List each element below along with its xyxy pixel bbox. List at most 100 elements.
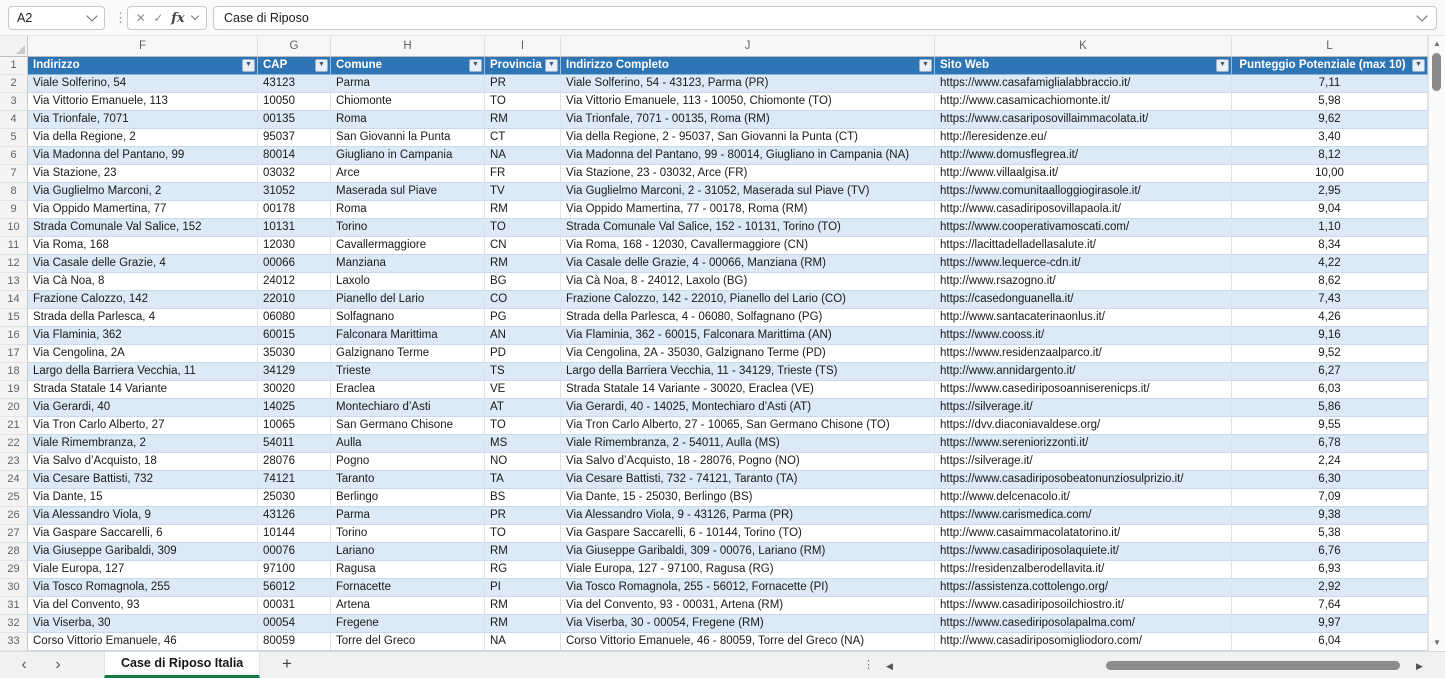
row-header[interactable]: 33 <box>0 633 28 651</box>
row-header[interactable]: 12 <box>0 255 28 273</box>
cell[interactable]: TA <box>485 471 561 489</box>
cell[interactable]: PR <box>485 507 561 525</box>
fx-chevron-down-icon[interactable] <box>191 11 200 21</box>
cell[interactable]: NA <box>485 633 561 651</box>
cell[interactable]: Via Roma, 168 - 12030, Cavallermaggiore … <box>561 237 935 255</box>
row-header[interactable]: 7 <box>0 165 28 183</box>
cell[interactable]: Via Alessandro Viola, 9 - 43126, Parma (… <box>561 507 935 525</box>
enter-icon[interactable]: ✓ <box>153 11 164 25</box>
cell[interactable]: 2,92 <box>1232 579 1428 597</box>
cell[interactable]: AN <box>485 327 561 345</box>
cell[interactable]: 31052 <box>258 183 331 201</box>
cell[interactable]: 80059 <box>258 633 331 651</box>
cell[interactable]: RM <box>485 615 561 633</box>
cell[interactable]: https://casedonguanella.it/ <box>935 291 1232 309</box>
cell[interactable]: Via Stazione, 23 <box>28 165 258 183</box>
formula-bar-expand-icon[interactable] <box>1416 10 1428 22</box>
cell[interactable]: Manziana <box>331 255 485 273</box>
cell[interactable]: Via Tosco Romagnola, 255 <box>28 579 258 597</box>
cell[interactable]: San Germano Chisone <box>331 417 485 435</box>
cell[interactable]: 5,98 <box>1232 93 1428 111</box>
cell[interactable]: https://assistenza.cottolengo.org/ <box>935 579 1232 597</box>
cell[interactable]: BS <box>485 489 561 507</box>
cell[interactable]: http://www.casaimmacolatatorino.it/ <box>935 525 1232 543</box>
cell[interactable]: Parma <box>331 75 485 93</box>
row-header[interactable]: 9 <box>0 201 28 219</box>
cell[interactable]: Via Cesare Battisti, 732 <box>28 471 258 489</box>
cell[interactable]: Artena <box>331 597 485 615</box>
cell[interactable]: 6,30 <box>1232 471 1428 489</box>
cell[interactable]: Lariano <box>331 543 485 561</box>
cell[interactable]: Via Cà Noa, 8 - 24012, Laxolo (BG) <box>561 273 935 291</box>
cell[interactable]: Roma <box>331 111 485 129</box>
cell[interactable]: 5,86 <box>1232 399 1428 417</box>
cell[interactable]: 6,78 <box>1232 435 1428 453</box>
cell[interactable]: 95037 <box>258 129 331 147</box>
cell[interactable]: 9,16 <box>1232 327 1428 345</box>
cell[interactable]: Via Guglielmo Marconi, 2 - 31052, Masera… <box>561 183 935 201</box>
cell[interactable]: 43126 <box>258 507 331 525</box>
cell[interactable]: 7,09 <box>1232 489 1428 507</box>
cell[interactable]: Chiomonte <box>331 93 485 111</box>
add-sheet-button[interactable]: + <box>282 654 292 673</box>
cell[interactable]: 00066 <box>258 255 331 273</box>
cell[interactable]: Via del Convento, 93 <box>28 597 258 615</box>
cell[interactable]: Via Cesare Battisti, 732 - 74121, Tarant… <box>561 471 935 489</box>
cell[interactable]: Montechiaro d’Asti <box>331 399 485 417</box>
row-header[interactable]: 14 <box>0 291 28 309</box>
row-header[interactable]: 29 <box>0 561 28 579</box>
cell[interactable]: Via Alessandro Viola, 9 <box>28 507 258 525</box>
cell[interactable]: 80014 <box>258 147 331 165</box>
cell[interactable]: Via Salvo d’Acquisto, 18 - 28076, Pogno … <box>561 453 935 471</box>
horizontal-scroll-thumb[interactable] <box>1106 661 1400 670</box>
cell[interactable]: 10,00 <box>1232 165 1428 183</box>
cell[interactable]: 9,97 <box>1232 615 1428 633</box>
fx-icon[interactable]: fx <box>171 10 185 26</box>
cell[interactable]: Viale Europa, 127 <box>28 561 258 579</box>
cell[interactable]: 6,04 <box>1232 633 1428 651</box>
cell[interactable]: 00076 <box>258 543 331 561</box>
cell[interactable]: 30020 <box>258 381 331 399</box>
cell[interactable]: 25030 <box>258 489 331 507</box>
prev-sheet-icon[interactable]: ‹ <box>21 656 27 673</box>
cell[interactable]: Via Madonna del Pantano, 99 <box>28 147 258 165</box>
cell[interactable]: PR <box>485 75 561 93</box>
cell[interactable]: Via Gerardi, 40 - 14025, Montechiaro d’A… <box>561 399 935 417</box>
cell[interactable]: 4,26 <box>1232 309 1428 327</box>
row-header[interactable]: 25 <box>0 489 28 507</box>
cell[interactable]: Trieste <box>331 363 485 381</box>
cell[interactable]: Ragusa <box>331 561 485 579</box>
filter-dropdown-icon[interactable]: ▼ <box>1412 59 1425 72</box>
cell[interactable]: TO <box>485 219 561 237</box>
cell[interactable]: 6,27 <box>1232 363 1428 381</box>
cell[interactable]: Via Roma, 168 <box>28 237 258 255</box>
row-header[interactable]: 23 <box>0 453 28 471</box>
cell[interactable]: https://dvv.diaconiavaldese.org/ <box>935 417 1232 435</box>
scroll-up-icon[interactable]: ▲ <box>1433 39 1441 48</box>
cell[interactable]: Strada Comunale Val Salice, 152 - 10131,… <box>561 219 935 237</box>
cell[interactable]: 3,40 <box>1232 129 1428 147</box>
cell[interactable]: http://www.santacaterinaonlus.it/ <box>935 309 1232 327</box>
cell[interactable]: CT <box>485 129 561 147</box>
row-header[interactable]: 8 <box>0 183 28 201</box>
row-header[interactable]: 11 <box>0 237 28 255</box>
cell[interactable]: PI <box>485 579 561 597</box>
cell[interactable]: PG <box>485 309 561 327</box>
cell[interactable]: Taranto <box>331 471 485 489</box>
filter-dropdown-icon[interactable]: ▼ <box>315 59 328 72</box>
cell[interactable]: Via della Regione, 2 <box>28 129 258 147</box>
cell[interactable]: http://www.villaalgisa.it/ <box>935 165 1232 183</box>
cell[interactable]: Frazione Calozzo, 142 <box>28 291 258 309</box>
cell[interactable]: 2,24 <box>1232 453 1428 471</box>
name-box[interactable]: A2 <box>8 6 105 30</box>
cell[interactable]: Via Cengolina, 2A <box>28 345 258 363</box>
cell[interactable]: Via Cà Noa, 8 <box>28 273 258 291</box>
cell[interactable]: Via Stazione, 23 - 03032, Arce (FR) <box>561 165 935 183</box>
cell[interactable]: 8,12 <box>1232 147 1428 165</box>
cell[interactable]: TS <box>485 363 561 381</box>
filter-dropdown-icon[interactable]: ▼ <box>1216 59 1229 72</box>
column-title-cell[interactable]: Provincia ▼ <box>485 57 561 75</box>
cell[interactable]: Giugliano in Campania <box>331 147 485 165</box>
cell[interactable]: RM <box>485 543 561 561</box>
cell[interactable]: Solfagnano <box>331 309 485 327</box>
